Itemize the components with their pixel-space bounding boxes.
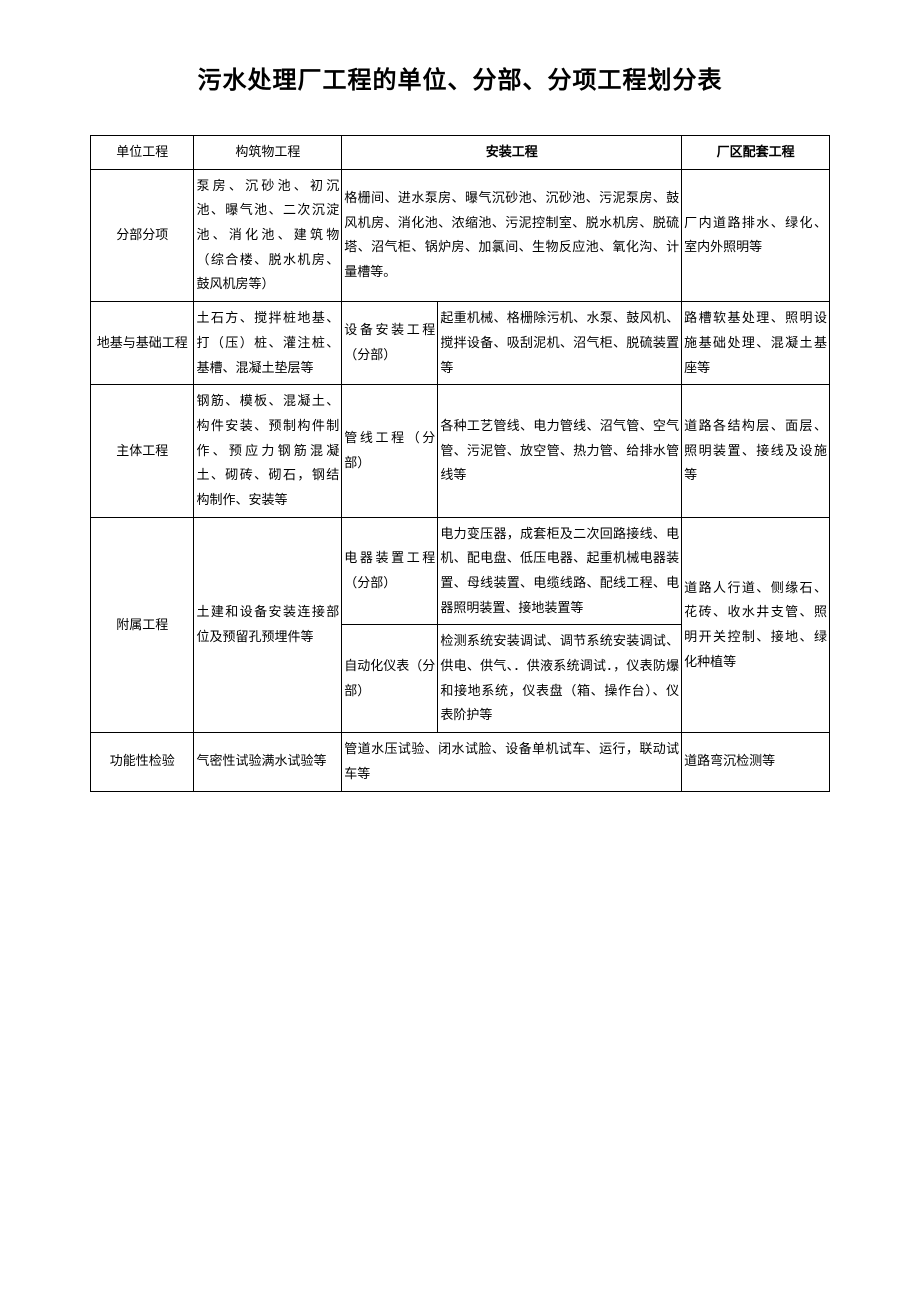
cell-r1-b: 泵房、沉砂池、初沉池、曝气池、二次沉淀池、消化池、建筑物（综合楼、脱水机房、鼓风… (194, 169, 342, 301)
cell-r4-d: 电力变压器，成套柜及二次回路接线、电机、配电盘、低压电器、起重机械电器装置、母线… (438, 517, 682, 625)
cell-r3-c: 管线工程（分部） (342, 385, 438, 517)
cell-r6-a: 功能性检验 (91, 733, 194, 791)
cell-r6-e: 道路弯沉检测等 (682, 733, 830, 791)
cell-r3-e: 道路各结构层、面层、照明装置、接线及设施等 (682, 385, 830, 517)
division-table: 单位工程 构筑物工程 安装工程 厂区配套工程 分部分项 泵房、沉砂池、初沉池、曝… (90, 135, 830, 792)
th-structure: 构筑物工程 (194, 136, 342, 170)
cell-r45-b: 土建和设备安装连接部位及预留孔预埋件等 (194, 517, 342, 733)
cell-r3-d: 各种工艺管线、电力管线、沼气管、空气管、污泥管、放空管、热力管、给排水管线等 (438, 385, 682, 517)
cell-r6-b: 气密性试验满水试验等 (194, 733, 342, 791)
cell-r5-c: 自动化仪表（分部） (342, 625, 438, 733)
cell-r1-a: 分部分项 (91, 169, 194, 301)
cell-r4-c: 电器装置工程（分部） (342, 517, 438, 625)
cell-r1-cd: 格栅间、进水泵房、曝气沉砂池、沉砂池、污泥泵房、鼓风机房、消化池、浓缩池、污泥控… (342, 169, 682, 301)
cell-r45-a: 附属工程 (91, 517, 194, 733)
cell-r2-d: 起重机械、格栅除污机、水泵、鼓风机、搅拌设备、吸刮泥机、沼气柜、脱硫装置等 (438, 302, 682, 385)
cell-r2-c: 设备安装工程（分部） (342, 302, 438, 385)
table-row: 地基与基础工程 土石方、搅拌桩地基、打（压）桩、灌注桩、基槽、混凝土垫层等 设备… (91, 302, 830, 385)
th-aux: 厂区配套工程 (682, 136, 830, 170)
document-page: 污水处理厂工程的单位、分部、分项工程划分表 单位工程 构筑物工程 安装工程 厂区… (0, 0, 920, 872)
cell-r6-cd: 管道水压试验、闭水试脸、设备单机试车、运行，联动试车等 (342, 733, 682, 791)
page-title: 污水处理厂工程的单位、分部、分项工程划分表 (90, 60, 830, 95)
cell-r45-e: 道路人行道、侧缘石、花砖、收水井支管、照明开关控制、接地、绿化种植等 (682, 517, 830, 733)
cell-r5-d: 检测系统安装调试、调节系统安装调试、供电、供气、．供液系统调试．，仪表防爆和接地… (438, 625, 682, 733)
cell-r3-b: 钢筋、模板、混凝土、构件安装、预制构件制作、预应力钢筋混凝土、砌砖、砌石，钢结构… (194, 385, 342, 517)
cell-r2-e: 路槽软基处理、照明设施基础处理、混凝土基座等 (682, 302, 830, 385)
th-unit: 单位工程 (91, 136, 194, 170)
table-header-row: 单位工程 构筑物工程 安装工程 厂区配套工程 (91, 136, 830, 170)
table-row: 附属工程 土建和设备安装连接部位及预留孔预埋件等 电器装置工程（分部） 电力变压… (91, 517, 830, 625)
table-row: 分部分项 泵房、沉砂池、初沉池、曝气池、二次沉淀池、消化池、建筑物（综合楼、脱水… (91, 169, 830, 301)
cell-r1-e: 厂内道路排水、绿化、室内外照明等 (682, 169, 830, 301)
table-row: 主体工程 钢筋、模板、混凝土、构件安装、预制构件制作、预应力钢筋混凝土、砌砖、砌… (91, 385, 830, 517)
table-row: 功能性检验 气密性试验满水试验等 管道水压试验、闭水试脸、设备单机试车、运行，联… (91, 733, 830, 791)
cell-r3-a: 主体工程 (91, 385, 194, 517)
th-install: 安装工程 (342, 136, 682, 170)
cell-r2-a: 地基与基础工程 (91, 302, 194, 385)
cell-r2-b: 土石方、搅拌桩地基、打（压）桩、灌注桩、基槽、混凝土垫层等 (194, 302, 342, 385)
